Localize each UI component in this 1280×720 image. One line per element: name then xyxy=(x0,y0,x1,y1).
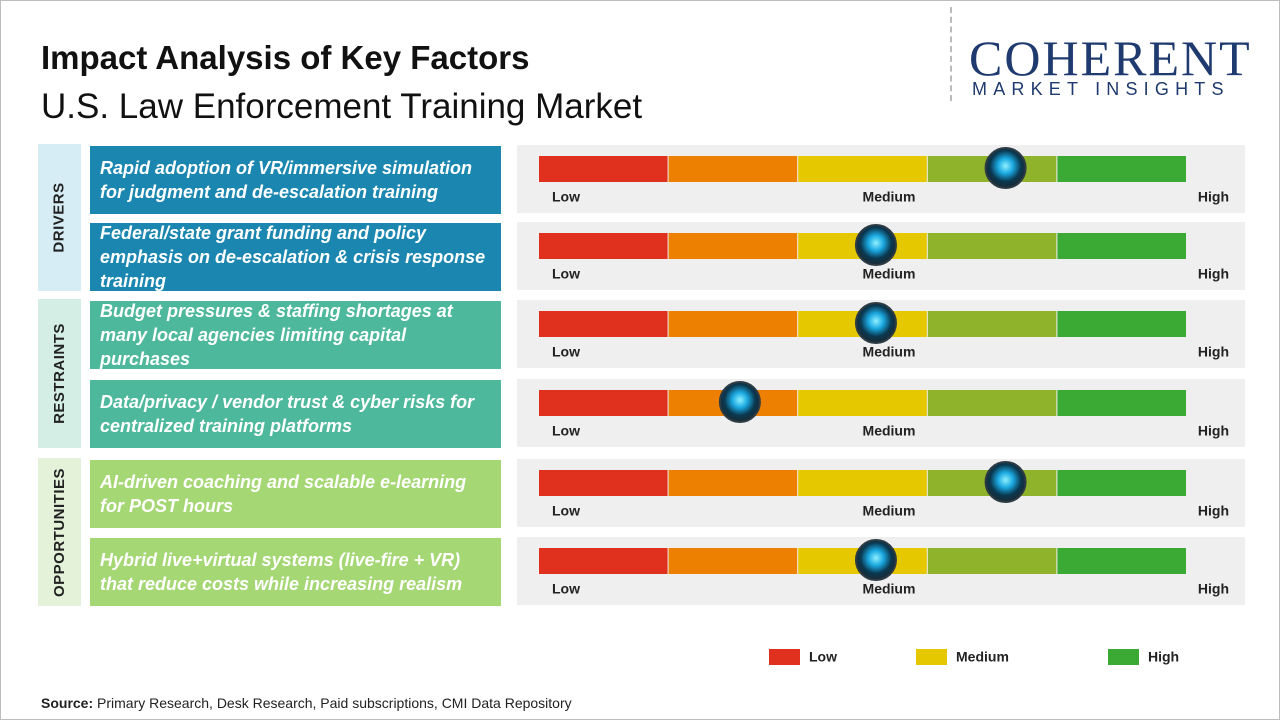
gauge-segment xyxy=(668,233,798,259)
gauge-label: High xyxy=(1198,503,1229,519)
gauge-label: High xyxy=(1198,423,1229,439)
logo-name: COHERENT xyxy=(969,30,1252,86)
factor-text: Data/privacy / vendor trust & cyber risk… xyxy=(100,392,475,436)
factor-text: Rapid adoption of VR/immersive simulatio… xyxy=(100,158,473,202)
gauge-segment xyxy=(1057,311,1186,337)
gauge-segment xyxy=(927,311,1057,337)
legend-label: Medium xyxy=(956,649,1009,665)
gauge-segment xyxy=(927,390,1057,416)
gauge-segment xyxy=(798,390,927,416)
factor: Federal/state grant funding and policy e… xyxy=(90,223,501,291)
factor: Rapid adoption of VR/immersive simulatio… xyxy=(90,146,501,214)
gauge-segment xyxy=(539,548,668,574)
divider xyxy=(950,7,952,101)
gauge-segment xyxy=(539,233,668,259)
gauge-segment xyxy=(668,156,798,182)
gauge-label: Low xyxy=(552,503,580,519)
gauge-segment xyxy=(539,156,668,182)
legend-swatch xyxy=(769,649,800,665)
gauge-segment xyxy=(539,390,668,416)
gauge-segment xyxy=(668,311,798,337)
gauge-label: Low xyxy=(552,423,580,439)
impact-knob xyxy=(854,224,897,266)
subtitle: U.S. Law Enforcement Training Market xyxy=(41,87,643,126)
impact-knob xyxy=(984,461,1027,503)
gauge-label: High xyxy=(1198,189,1229,205)
gauge-segment xyxy=(927,548,1057,574)
source: Source: Primary Research, Desk Research,… xyxy=(41,695,572,711)
source-label: Source: xyxy=(41,695,94,711)
factor-text: AI-driven coaching and scalable e-learni… xyxy=(100,472,467,516)
gauge-segment xyxy=(1057,548,1186,574)
gauge-segment xyxy=(798,156,927,182)
gauge-label: High xyxy=(1198,344,1229,360)
factor-text: Federal/state grant funding and policy e… xyxy=(100,223,486,291)
gauge-label: Low xyxy=(552,344,580,360)
gauge-segment xyxy=(668,470,798,496)
legend-swatch xyxy=(916,649,947,665)
gauge-segment xyxy=(668,548,798,574)
legend-label: Low xyxy=(809,649,837,665)
gauge-label: Medium xyxy=(863,344,916,360)
factor-text: Budget pressures & staffing shortages at… xyxy=(100,301,453,369)
gauge-label: Medium xyxy=(863,266,916,282)
impact-knob xyxy=(718,381,761,423)
title: Impact Analysis of Key Factors xyxy=(41,39,530,76)
gauge-label: Medium xyxy=(863,503,916,519)
gauge-segment xyxy=(1057,156,1186,182)
gauge-segment xyxy=(539,470,668,496)
impact-knob xyxy=(984,147,1027,189)
logo-tagline: MARKET INSIGHTS xyxy=(972,79,1230,99)
factor: Hybrid live+virtual systems (live-fire +… xyxy=(90,538,501,606)
factor: Data/privacy / vendor trust & cyber risk… xyxy=(90,380,501,448)
group-label: DRIVERS xyxy=(38,144,81,291)
source-text: Primary Research, Desk Research, Paid su… xyxy=(97,695,572,711)
gauge-label: Medium xyxy=(863,423,916,439)
gauge-label: Medium xyxy=(863,189,916,205)
legend-swatch xyxy=(1108,649,1139,665)
gauge-segment xyxy=(1057,233,1186,259)
gauge-segment xyxy=(1057,390,1186,416)
gauge-segment xyxy=(1057,470,1186,496)
gauge-label: High xyxy=(1198,266,1229,282)
gauge-segment xyxy=(539,311,668,337)
gauge-label: Low xyxy=(552,189,580,205)
gauge-segment xyxy=(927,233,1057,259)
legend-label: High xyxy=(1148,649,1179,665)
gauge-label: Low xyxy=(552,581,580,597)
group-label: OPPORTUNITIES xyxy=(38,458,81,606)
impact-knob xyxy=(854,302,897,344)
factor: Budget pressures & staffing shortages at… xyxy=(90,301,501,369)
group-label: RESTRAINTS xyxy=(38,299,81,448)
impact-knob xyxy=(854,539,897,581)
gauge-label: High xyxy=(1198,581,1229,597)
gauge-segment xyxy=(798,470,927,496)
gauge-label: Low xyxy=(552,266,580,282)
factor: AI-driven coaching and scalable e-learni… xyxy=(90,460,501,528)
factor-text: Hybrid live+virtual systems (live-fire +… xyxy=(100,550,463,594)
gauge-label: Medium xyxy=(863,581,916,597)
